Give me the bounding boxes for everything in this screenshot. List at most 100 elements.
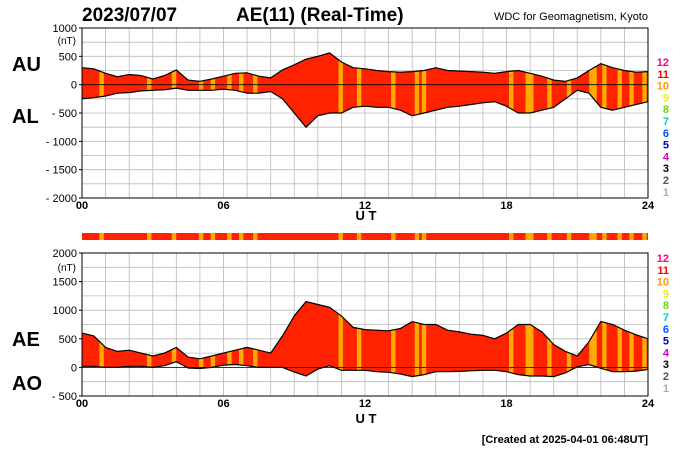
au-label: AU [12,54,41,76]
y-tick-label: - 500 [52,391,77,403]
station-legend-entry: 3 [663,359,669,371]
station-legend-entry: 10 [657,277,669,289]
station-band [642,301,647,377]
station-legend-entry: 4 [663,151,670,163]
x-tick-label: 06 [217,200,229,212]
station-legend-entry: 9 [663,288,669,300]
ao-label: AO [12,373,42,395]
station-bar-band [642,233,647,240]
station-band [592,301,597,377]
station-bar-band [629,233,634,240]
station-bar-band [171,233,177,240]
station-legend-entry: 6 [663,128,669,140]
station-bar-band [147,233,152,240]
station-band [592,52,597,128]
units-label-top: (nT) [58,36,76,47]
station-legend-entry: 2 [663,371,669,383]
ae-label: AE [12,329,40,351]
station-bar-band [602,233,607,240]
station-band [566,52,572,128]
station-bar-band [547,233,552,240]
station-bar-band [509,233,514,240]
station-bar-band [253,233,258,240]
y-tick-label: 1000 [53,305,77,317]
station-bar-band [227,233,232,240]
created-timestamp: [Created at 2025-04-01 06:48UT] [482,434,649,446]
x-tick-label: 24 [642,200,655,212]
station-bar-band [414,233,420,240]
station-legend-entry: 7 [663,116,669,128]
station-legend-entry: 7 [663,312,669,324]
station-band [525,301,530,377]
station-legend-entry: 4 [663,347,670,359]
station-bar-band [589,233,594,240]
station-legend-entry: 5 [663,336,669,348]
station-band [589,301,594,377]
x-tick-label: 00 [76,200,88,212]
station-band [602,52,607,128]
station-band [589,52,594,128]
station-bar-band [356,233,362,240]
y-tick-label: - 1000 [46,136,77,148]
station-band [617,52,622,128]
source-label: WDC for Geomagnetism, Kyoto [494,11,648,23]
station-band [99,52,104,128]
station-band [529,52,534,128]
ae-ao-ae-line [81,300,649,360]
station-band [253,52,258,128]
station-bar-band [566,233,572,240]
station-band [414,52,420,128]
x-tick-label: 18 [500,200,512,212]
units-label-bottom: (nT) [58,263,76,274]
x-tick-label: 18 [500,398,512,410]
station-band [509,52,514,128]
station-band [629,52,634,128]
station-legend-entry: 12 [657,253,669,265]
station-band [239,52,244,128]
y-tick-label: 0 [71,80,77,92]
station-band [602,301,607,377]
station-legend-entry: 12 [657,57,669,69]
station-legend-entry: 10 [657,81,669,93]
x-axis-label-bottom: U T [356,411,377,426]
station-bar-fill [82,233,648,240]
ae-ao-grid [82,253,648,396]
station-bar-band [338,233,343,240]
station-band [391,301,396,377]
y-tick-label: - 1500 [46,165,77,177]
station-bar-band [99,233,104,240]
x-tick-label: 12 [359,200,371,212]
y-tick-label: 500 [59,334,77,346]
x-tick-label: 00 [76,398,88,410]
station-band [338,52,343,128]
station-band [421,52,427,128]
station-legend-entry: 11 [657,265,669,277]
station-bar-band [239,233,244,240]
au-al-panel: (nT) AU AL U T 1000 500 0 - 500 - 1000 - 1500… [12,23,655,223]
station-band [547,52,552,128]
station-band [421,301,427,377]
station-band [356,301,362,377]
station-legend-entry: 5 [663,140,669,152]
station-legend-entry: 8 [663,104,669,116]
station-band [642,52,647,128]
x-tick-label: 24 [642,398,655,410]
au-al-al-line [81,87,649,129]
ae-ao-area [82,301,648,377]
ae-ao-frame [81,252,649,397]
station-bar-band [529,233,534,240]
x-tick-label: 06 [217,398,229,410]
station-bar-band [592,233,597,240]
station-legend-entry: 1 [663,383,669,395]
station-band [529,301,534,377]
station-band [617,301,622,377]
station-legend-entry: 2 [663,175,669,187]
au-al-area [82,52,648,128]
ae-ao-ao-line [82,361,649,378]
station-bar-band [421,233,427,240]
station-bar-band [210,233,216,240]
station-bar-band [198,233,204,240]
